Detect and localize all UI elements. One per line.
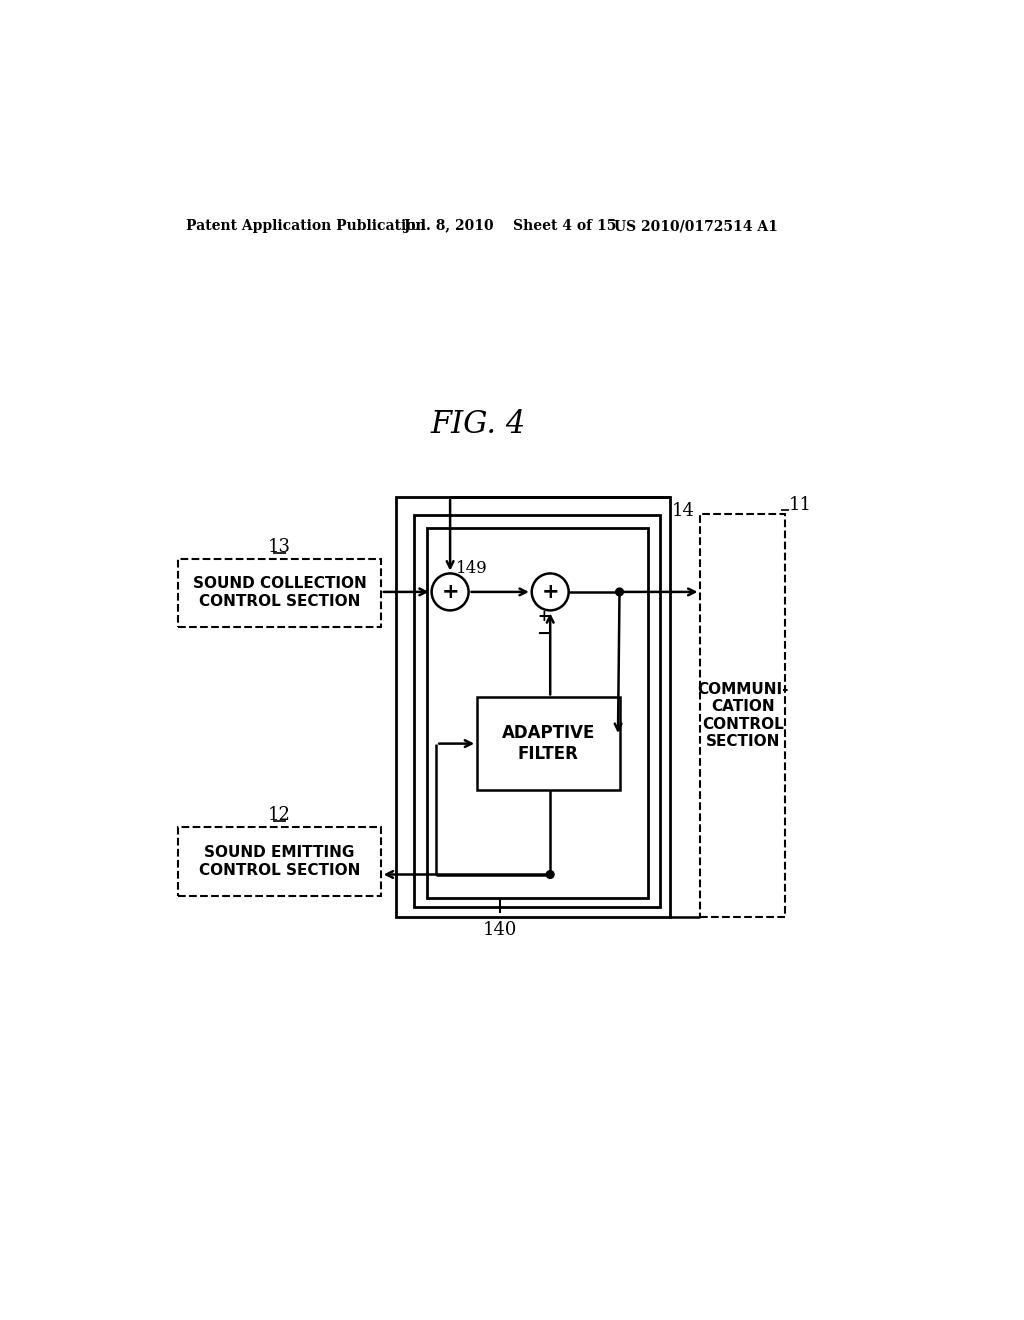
Text: +: +	[441, 582, 459, 602]
Circle shape	[547, 871, 554, 878]
Text: US 2010/0172514 A1: US 2010/0172514 A1	[614, 219, 778, 234]
Text: 14: 14	[672, 502, 694, 520]
Circle shape	[531, 573, 568, 610]
Text: +: +	[538, 609, 551, 624]
Text: ADAPTIVE
FILTER: ADAPTIVE FILTER	[502, 725, 595, 763]
Text: 140: 140	[483, 921, 517, 939]
Text: SOUND COLLECTION
CONTROL SECTION: SOUND COLLECTION CONTROL SECTION	[193, 577, 367, 609]
Text: COMMUNI-
CATION
CONTROL
SECTION: COMMUNI- CATION CONTROL SECTION	[697, 682, 788, 748]
Text: Patent Application Publication: Patent Application Publication	[186, 219, 426, 234]
Bar	[700, 515, 785, 917]
Text: Jul. 8, 2010    Sheet 4 of 15: Jul. 8, 2010 Sheet 4 of 15	[403, 219, 616, 234]
Text: 149: 149	[457, 560, 488, 577]
Bar	[414, 515, 660, 907]
Text: 12: 12	[268, 807, 291, 824]
Bar	[178, 826, 381, 896]
Text: 13: 13	[268, 539, 291, 556]
Text: FIG. 4: FIG. 4	[431, 409, 526, 440]
Text: +: +	[542, 582, 559, 602]
Text: SOUND EMITTING
CONTROL SECTION: SOUND EMITTING CONTROL SECTION	[199, 845, 360, 878]
Text: −: −	[537, 626, 552, 643]
Bar	[427, 528, 648, 898]
Circle shape	[432, 573, 469, 610]
Circle shape	[615, 589, 624, 595]
Bar	[396, 498, 670, 917]
Text: 11: 11	[788, 496, 812, 513]
Bar	[477, 697, 620, 789]
Bar	[178, 558, 381, 627]
